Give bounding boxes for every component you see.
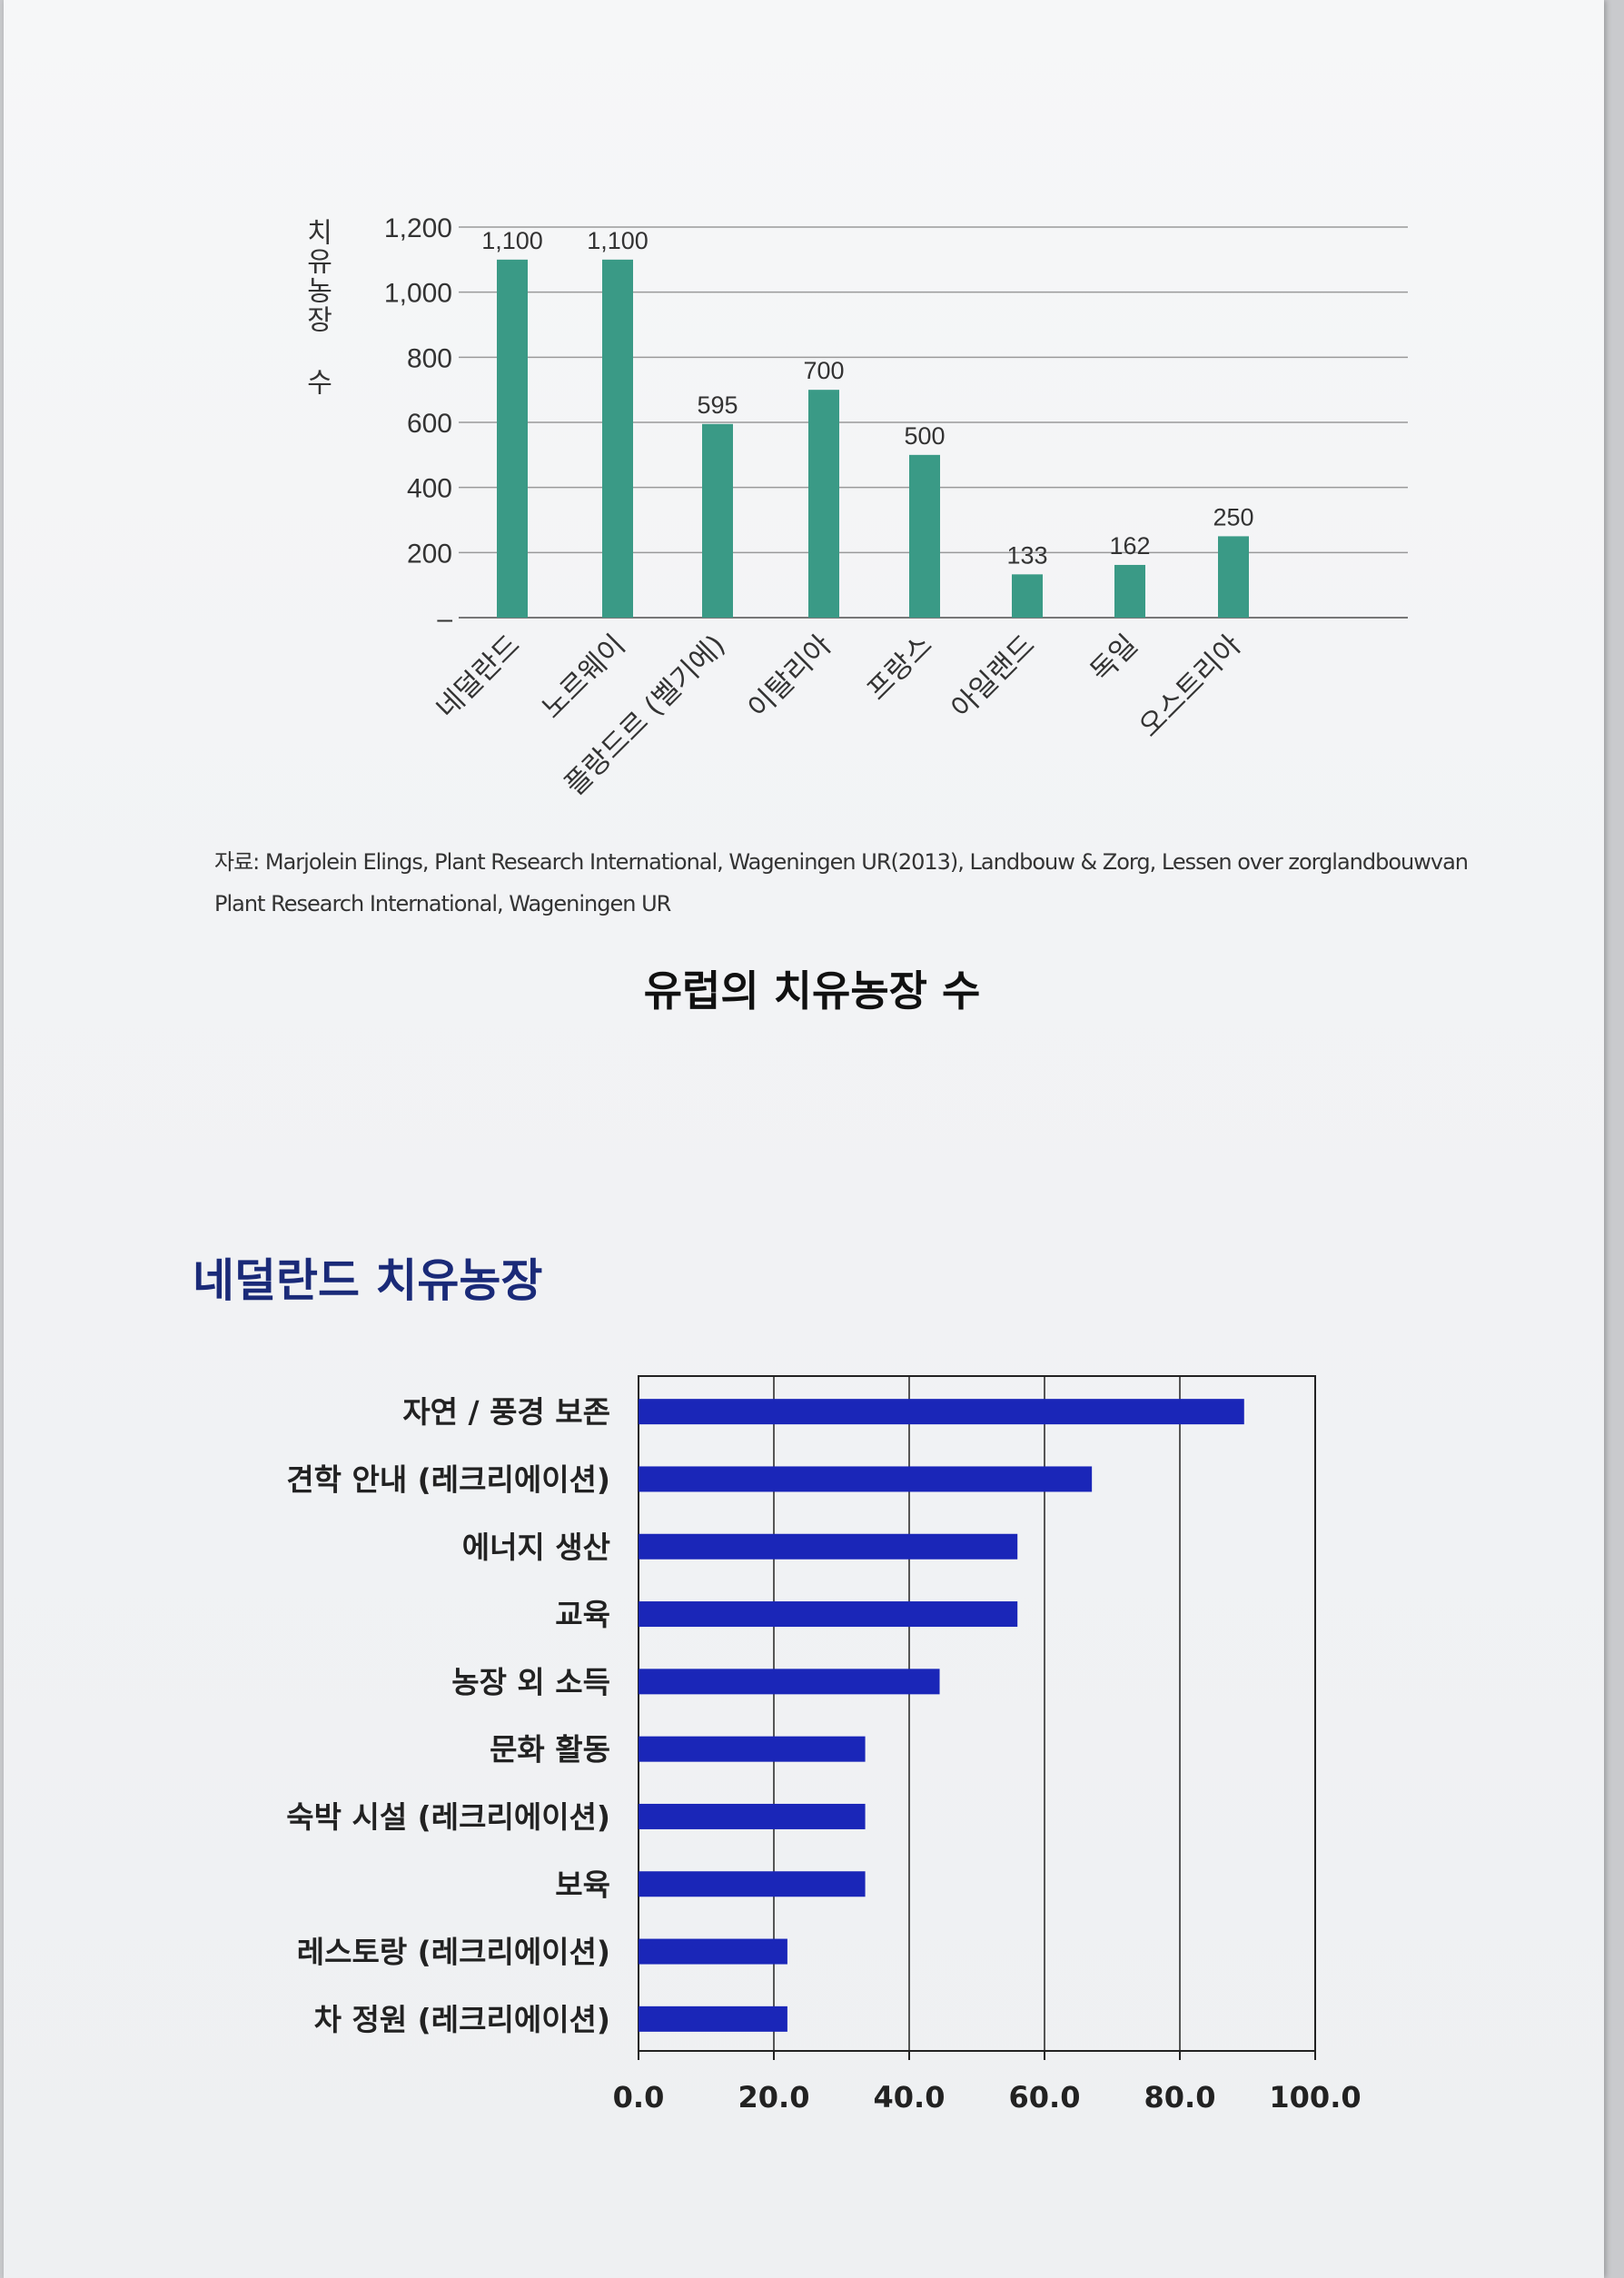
chart1-bar [808, 390, 839, 618]
chart2-x-tick-label: 100.0 [1269, 2080, 1361, 2115]
chart1-bar [909, 454, 940, 618]
chart1-bar [1218, 536, 1249, 618]
chart2-heading: 네덜란드 치유농장 [193, 1254, 543, 1307]
chart2-bar [639, 1533, 1018, 1560]
chart1-bar [497, 259, 528, 618]
chart1-y-tick-label: 1,200 [384, 213, 452, 243]
source-label: 자료: [214, 849, 260, 875]
chart2-y-tick-label: 자연 / 풍경 보존 [402, 1394, 610, 1430]
chart1-bar [1114, 564, 1145, 618]
chart2-bar [639, 1871, 866, 1897]
chart2-y-tick-label: 문화 활동 [490, 1732, 610, 1768]
chart2-y-tick-label: 레스토랑 (레크리에이션) [297, 1935, 610, 1970]
chart2-y-tick-label: 견학 안내 (레크리에이션) [286, 1461, 610, 1497]
chart1-caption: 유럽의 치유농장 수 [643, 966, 981, 1015]
source-text: Marjolein Elings, Plant Research Interna… [214, 849, 1469, 916]
chart1-y-tick-label: – [437, 604, 452, 634]
chart2-plot-frame [638, 1375, 1316, 2052]
chart2-bar [639, 1803, 866, 1829]
chart1-data-label: 500 [904, 422, 945, 450]
chart1-y-tick-label: 200 [407, 539, 452, 569]
paper-page [4, 0, 1604, 2278]
chart2-y-tick-label: 숙박 시설 (레크리에이션) [286, 1799, 610, 1835]
chart2-bar [639, 1938, 787, 1965]
chart1-source-note: 자료: Marjolein Elings, Plant Research Int… [214, 841, 1469, 925]
chart2-bar [639, 1601, 1018, 1628]
chart2-x-tick-label: 80.0 [1144, 2080, 1216, 2115]
chart1-data-label: 250 [1213, 503, 1253, 530]
chart2-bar [639, 1399, 1244, 1425]
chart1-data-label: 1,100 [481, 227, 543, 254]
chart2-x-tick-label: 60.0 [1009, 2080, 1081, 2115]
chart1-data-label: 1,100 [587, 227, 649, 254]
chart1-y-tick-label: 600 [407, 409, 452, 439]
chart2-y-tick-label: 차 정원 (레크리에이션) [314, 2002, 610, 2037]
chart2-x-tick-label: 20.0 [738, 2080, 810, 2115]
chart2-y-tick-label: 교육 [555, 1597, 610, 1632]
chart1-data-label: 162 [1109, 532, 1150, 560]
chart2-bar [639, 1669, 940, 1695]
chart1-y-axis-label: 치유농장 수 [301, 218, 332, 397]
chart2-bar [639, 1466, 1093, 1492]
chart1-y-tick-label: 1,000 [384, 279, 452, 309]
chart2-bar [639, 2006, 787, 2032]
chart2-y-tick-label: 에너지 생산 [462, 1530, 610, 1565]
chart1-bar [602, 259, 633, 618]
chart1-data-label: 133 [1006, 541, 1047, 569]
chart1-y-tick-label: 400 [407, 474, 452, 504]
chart1-y-tick-label: 800 [407, 343, 452, 373]
chart1-data-label: 595 [697, 391, 738, 419]
chart2-x-tick-label: 40.0 [874, 2080, 946, 2115]
chart1-data-label: 700 [803, 357, 844, 384]
chart2-bar [639, 1736, 866, 1762]
chart2-y-tick-label: 보육 [555, 1867, 610, 1902]
chart2-x-tick-label: 0.0 [613, 2080, 665, 2115]
chart2-y-tick-label: 농장 외 소득 [451, 1664, 610, 1699]
chart1-bar [1012, 574, 1043, 618]
chart1-bar [702, 423, 733, 618]
